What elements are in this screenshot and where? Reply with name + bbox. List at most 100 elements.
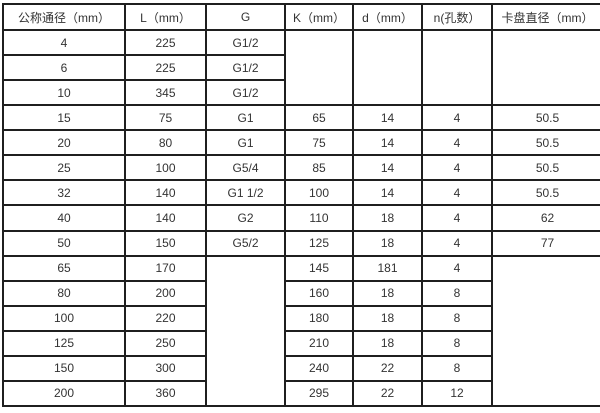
cell-dn: 4	[2, 28, 126, 57]
cell-G: G1/2	[205, 28, 286, 57]
header-n-holes: n(孔数）	[421, 3, 493, 31]
cell-G: G1/2	[205, 79, 286, 107]
cell-dn: 65	[2, 254, 126, 282]
cell-chuck: 77	[491, 229, 600, 257]
cell-dn: 50	[2, 229, 126, 257]
header-K: K（mm）	[284, 3, 354, 31]
cell-d: 18	[352, 279, 423, 307]
cell-G: G2	[205, 204, 286, 232]
cell-chuck-merged-empty	[491, 28, 600, 107]
cell-K: 160	[284, 279, 354, 307]
cell-L: 220	[124, 304, 207, 332]
cell-L: 80	[124, 129, 207, 157]
cell-n-merged-empty	[421, 28, 493, 107]
header-L: L（mm）	[124, 3, 207, 31]
cell-n: 4	[421, 204, 493, 232]
cell-n: 12	[421, 379, 493, 408]
cell-G: G1 1/2	[205, 179, 286, 207]
cell-dn: 40	[2, 204, 126, 232]
cell-K: 125	[284, 229, 354, 257]
cell-G: G1	[205, 104, 286, 132]
cell-n: 4	[421, 154, 493, 182]
cell-K: 295	[284, 379, 354, 408]
cell-n: 4	[421, 179, 493, 207]
cell-G: G1/2	[205, 54, 286, 82]
cell-d-merged-empty	[352, 28, 423, 107]
cell-L: 225	[124, 54, 207, 82]
cell-chuck: 62	[491, 204, 600, 232]
header-chuck-diameter: 卡盘直径（mm）	[491, 3, 600, 31]
cell-chuck: 50.5	[491, 129, 600, 157]
table-row: 65 170 145 181 4	[2, 254, 600, 408]
cell-n: 4	[421, 229, 493, 257]
cell-d: 18	[352, 329, 423, 357]
cell-n: 4	[421, 129, 493, 157]
cell-d: 22	[352, 379, 423, 408]
cell-L: 345	[124, 79, 207, 107]
cell-dn: 200	[2, 379, 126, 408]
table-row: 100 220 180 18 8	[2, 304, 600, 332]
cell-L: 150	[124, 229, 207, 257]
header-row: 公称通径（mm） L（mm） G K（mm） d（mm） n(孔数） 卡盘直径（…	[2, 3, 600, 31]
cell-K: 240	[284, 354, 354, 382]
table-row: 4 225 G1/2	[2, 28, 600, 107]
cell-d: 18	[352, 204, 423, 232]
cell-K: 180	[284, 304, 354, 332]
cell-d: 14	[352, 154, 423, 182]
cell-dn: 6	[2, 54, 126, 82]
cell-K: 210	[284, 329, 354, 357]
cell-G: G5/4	[205, 154, 286, 182]
cell-chuck-merged-empty	[491, 254, 600, 408]
cell-n: 4	[421, 104, 493, 132]
cell-d: 18	[352, 229, 423, 257]
cell-L: 140	[124, 204, 207, 232]
cell-dn: 150	[2, 354, 126, 382]
table-row: 15 75 G1 65 14 4 50.5	[2, 104, 600, 132]
cell-dn: 25	[2, 154, 126, 182]
cell-L: 360	[124, 379, 207, 408]
cell-dn: 125	[2, 329, 126, 357]
cell-L: 140	[124, 179, 207, 207]
header-G: G	[205, 3, 286, 31]
table-row: 32 140 G1 1/2 100 14 4 50.5	[2, 179, 600, 207]
table-row: 50 150 G5/2 125 18 4 77	[2, 229, 600, 257]
cell-d: 181	[352, 254, 423, 282]
cell-K: 65	[284, 104, 354, 132]
cell-L: 170	[124, 254, 207, 282]
cell-L: 225	[124, 28, 207, 57]
cell-n: 4	[421, 254, 493, 282]
header-d: d（mm）	[352, 3, 423, 31]
cell-L: 100	[124, 154, 207, 182]
cell-n: 8	[421, 304, 493, 332]
cell-K-merged-empty	[284, 28, 354, 107]
cell-K: 110	[284, 204, 354, 232]
table-row: 150 300 240 22 8	[2, 354, 600, 382]
cell-L: 300	[124, 354, 207, 382]
cell-dn: 15	[2, 104, 126, 132]
table-row: 80 200 160 18 8	[2, 279, 600, 307]
cell-L: 75	[124, 104, 207, 132]
cell-d: 14	[352, 104, 423, 132]
dimension-spec-table: 公称通径（mm） L（mm） G K（mm） d（mm） n(孔数） 卡盘直径（…	[2, 3, 600, 408]
table-row: 40 140 G2 110 18 4 62	[2, 204, 600, 232]
cell-G-merged-empty	[205, 254, 286, 408]
table-row: 125 250 210 18 8	[2, 329, 600, 357]
cell-dn: 80	[2, 279, 126, 307]
cell-G: G1	[205, 129, 286, 157]
cell-K: 85	[284, 154, 354, 182]
cell-d: 14	[352, 179, 423, 207]
table-row: 10 345 G1/2	[2, 79, 600, 107]
cell-K: 75	[284, 129, 354, 157]
table-row: 6 225 G1/2	[2, 54, 600, 82]
table-row: 25 100 G5/4 85 14 4 50.5	[2, 154, 600, 182]
cell-chuck: 50.5	[491, 179, 600, 207]
cell-d: 22	[352, 354, 423, 382]
cell-dn: 100	[2, 304, 126, 332]
table-row: 20 80 G1 75 14 4 50.5	[2, 129, 600, 157]
cell-chuck: 50.5	[491, 104, 600, 132]
cell-n: 8	[421, 329, 493, 357]
cell-chuck: 50.5	[491, 154, 600, 182]
cell-d: 18	[352, 304, 423, 332]
cell-dn: 20	[2, 129, 126, 157]
cell-dn: 10	[2, 79, 126, 107]
